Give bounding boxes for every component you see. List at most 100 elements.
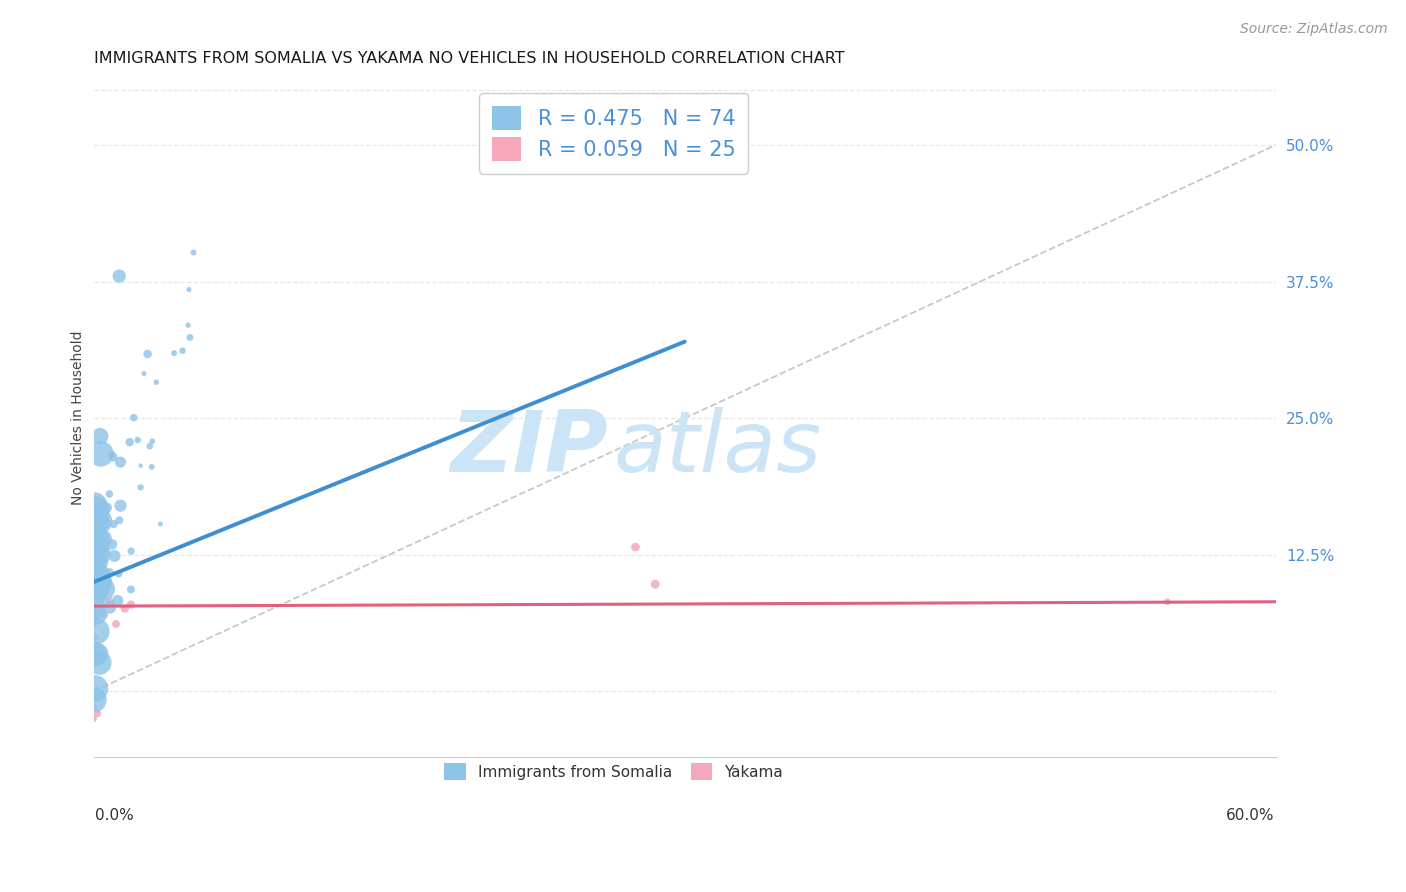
Point	[84, 630, 107, 644]
Point	[83, 615, 105, 630]
Point	[129, 458, 152, 473]
Point	[644, 577, 666, 591]
Point	[93, 607, 115, 622]
Point	[177, 283, 200, 297]
Point	[89, 569, 111, 583]
Text: IMMIGRANTS FROM SOMALIA VS YAKAMA NO VEHICLES IN HOUSEHOLD CORRELATION CHART: IMMIGRANTS FROM SOMALIA VS YAKAMA NO VEH…	[94, 51, 844, 66]
Point	[83, 522, 105, 536]
Point	[89, 429, 111, 443]
Point	[90, 532, 112, 546]
Point	[110, 455, 132, 469]
Text: ZIP: ZIP	[450, 407, 607, 490]
Point	[83, 605, 105, 619]
Point	[179, 330, 201, 344]
Point	[96, 500, 118, 515]
Point	[91, 582, 114, 596]
Point	[90, 447, 112, 461]
Point	[98, 600, 121, 615]
Point	[136, 347, 159, 361]
Point	[83, 521, 105, 535]
Point	[120, 598, 142, 612]
Point	[108, 269, 131, 284]
Point	[107, 566, 129, 581]
Point	[141, 434, 163, 449]
Point	[83, 712, 105, 726]
Point	[83, 588, 105, 602]
Point	[89, 656, 111, 670]
Point	[87, 579, 110, 593]
Point	[132, 367, 155, 381]
Point	[120, 582, 142, 597]
Point	[177, 318, 200, 333]
Y-axis label: No Vehicles in Household: No Vehicles in Household	[72, 331, 86, 506]
Point	[83, 558, 105, 572]
Point	[118, 435, 141, 450]
Text: atlas: atlas	[614, 407, 821, 490]
Point	[83, 566, 105, 580]
Point	[83, 531, 105, 545]
Point	[105, 616, 128, 631]
Point	[84, 569, 107, 583]
Point	[83, 692, 105, 706]
Point	[86, 581, 108, 595]
Point	[84, 504, 107, 518]
Point	[103, 516, 125, 531]
Point	[83, 510, 105, 524]
Point	[83, 648, 105, 662]
Point	[87, 547, 110, 561]
Point	[83, 639, 105, 653]
Point	[83, 609, 105, 624]
Point	[84, 581, 107, 595]
Point	[83, 681, 105, 696]
Point	[141, 459, 163, 474]
Point	[98, 566, 121, 580]
Point	[1156, 595, 1178, 609]
Point	[87, 583, 110, 598]
Point	[108, 513, 131, 527]
Point	[86, 706, 108, 721]
Point	[83, 614, 105, 628]
Point	[163, 346, 186, 360]
Point	[149, 516, 172, 531]
Point	[83, 607, 105, 621]
Point	[86, 554, 108, 568]
Point	[98, 595, 121, 609]
Legend: Immigrants from Somalia, Yakama: Immigrants from Somalia, Yakama	[439, 756, 789, 787]
Point	[98, 487, 121, 501]
Point	[90, 516, 112, 530]
Point	[83, 600, 105, 615]
Point	[89, 575, 111, 590]
Text: 0.0%: 0.0%	[94, 808, 134, 822]
Point	[172, 343, 194, 358]
Text: Source: ZipAtlas.com: Source: ZipAtlas.com	[1240, 22, 1388, 37]
Point	[86, 624, 108, 639]
Point	[103, 450, 125, 464]
Point	[120, 544, 142, 558]
Point	[83, 581, 105, 595]
Point	[100, 448, 122, 462]
Point	[84, 502, 107, 516]
Point	[101, 537, 124, 551]
Point	[83, 581, 105, 595]
Point	[86, 532, 108, 546]
Point	[122, 410, 145, 425]
Point	[86, 607, 108, 621]
Point	[183, 245, 205, 260]
Point	[83, 558, 105, 573]
Point	[83, 573, 105, 587]
Point	[83, 577, 105, 591]
Text: 60.0%: 60.0%	[1226, 808, 1275, 822]
Point	[84, 541, 107, 556]
Point	[139, 439, 162, 453]
Point	[84, 498, 107, 512]
Point	[110, 499, 132, 513]
Point	[624, 540, 647, 554]
Point	[127, 433, 149, 447]
Point	[84, 575, 107, 590]
Point	[129, 480, 152, 494]
Point	[83, 567, 105, 582]
Point	[103, 549, 125, 563]
Point	[107, 593, 129, 607]
Point	[83, 611, 105, 625]
Point	[89, 514, 111, 528]
